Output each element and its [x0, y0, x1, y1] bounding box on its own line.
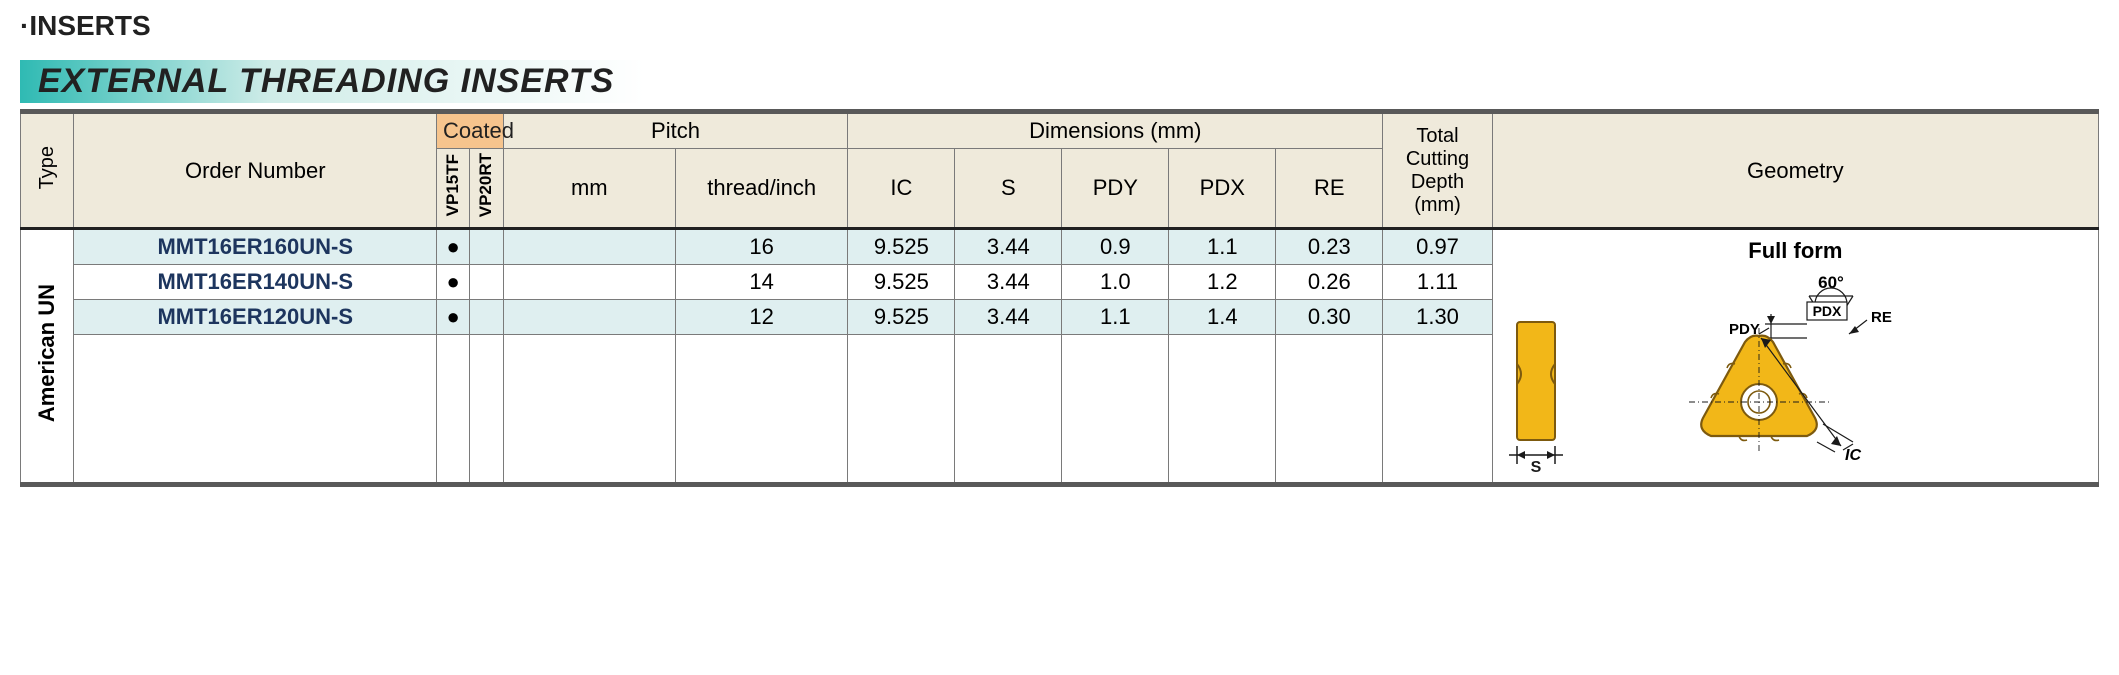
svg-text:PDX: PDX: [1812, 303, 1841, 319]
cell-vp15tf: ●: [437, 300, 470, 335]
cell-vp15tf: ●: [437, 265, 470, 300]
cell-ic: 9.525: [848, 229, 955, 265]
hdr-pitch-tpi: thread/inch: [675, 149, 847, 229]
geometry-side-icon: S: [1499, 314, 1579, 474]
cell-vp20rt: [470, 300, 503, 335]
cell-pdy: 1.1: [1062, 300, 1169, 335]
cell-pmm: [503, 265, 675, 300]
hdr-ic: IC: [848, 149, 955, 229]
cell-vp20rt: [470, 229, 503, 265]
cell-depth: 1.11: [1383, 265, 1492, 300]
svg-text:RE: RE: [1871, 309, 1892, 326]
cell-tpi: 14: [675, 265, 847, 300]
cell-s: 3.44: [955, 229, 1062, 265]
cell-depth: 0.97: [1383, 229, 1492, 265]
cell-order: MMT16ER140UN-S: [74, 265, 437, 300]
cell-pdx: 1.1: [1169, 229, 1276, 265]
hdr-s: S: [955, 149, 1062, 229]
hdr-depth: Total Cutting Depth (mm): [1383, 112, 1492, 229]
hdr-dimensions: Dimensions (mm): [848, 112, 1383, 149]
table-row: American UN MMT16ER160UN-S ● 16 9.525 3.…: [21, 229, 2099, 265]
cell-pmm: [503, 300, 675, 335]
spec-table: Type Order Number Coated Pitch Dimension…: [20, 109, 2099, 487]
svg-text:60°: 60°: [1818, 274, 1844, 292]
hdr-vp20rt: VP20RT: [470, 149, 503, 229]
cell-s: 3.44: [955, 265, 1062, 300]
spec-table-wrap: Type Order Number Coated Pitch Dimension…: [20, 109, 2099, 487]
geometry-label: Full form: [1499, 238, 2092, 264]
cell-re: 0.23: [1276, 229, 1383, 265]
cell-tpi: 12: [675, 300, 847, 335]
cell-tpi: 16: [675, 229, 847, 265]
hdr-vp15tf: VP15TF: [437, 149, 470, 229]
svg-text:IC: IC: [1845, 447, 1861, 464]
cell-ic: 9.525: [848, 265, 955, 300]
hdr-geometry: Geometry: [1492, 112, 2098, 229]
cell-pdx: 1.2: [1169, 265, 1276, 300]
cell-pdx: 1.4: [1169, 300, 1276, 335]
cell-depth: 1.30: [1383, 300, 1492, 335]
hdr-order: Order Number: [74, 112, 437, 229]
cell-vp20rt: [470, 265, 503, 300]
cell-re: 0.30: [1276, 300, 1383, 335]
hdr-type: Type: [21, 112, 74, 229]
svg-text:S: S: [1530, 459, 1541, 474]
cell-vp15tf: ●: [437, 229, 470, 265]
hdr-pdx: PDX: [1169, 149, 1276, 229]
hdr-pdy: PDY: [1062, 149, 1169, 229]
hdr-coated: Coated: [437, 112, 504, 149]
hdr-pitch-mm: mm: [503, 149, 675, 229]
cell-order: MMT16ER160UN-S: [74, 229, 437, 265]
cell-pdy: 0.9: [1062, 229, 1169, 265]
cell-pdy: 1.0: [1062, 265, 1169, 300]
cell-s: 3.44: [955, 300, 1062, 335]
geometry-top-icon: 60° PDX RE PDY: [1609, 274, 1899, 474]
hdr-re: RE: [1276, 149, 1383, 229]
geometry-cell: Full form S 60°: [1492, 229, 2098, 485]
cell-re: 0.26: [1276, 265, 1383, 300]
cell-order: MMT16ER120UN-S: [74, 300, 437, 335]
hdr-pitch: Pitch: [503, 112, 848, 149]
section-title: EXTERNAL THREADING INSERTS: [20, 60, 644, 103]
cell-pmm: [503, 229, 675, 265]
cell-ic: 9.525: [848, 300, 955, 335]
type-group: American UN: [21, 229, 74, 485]
page-title: ·INSERTS: [20, 10, 2099, 42]
